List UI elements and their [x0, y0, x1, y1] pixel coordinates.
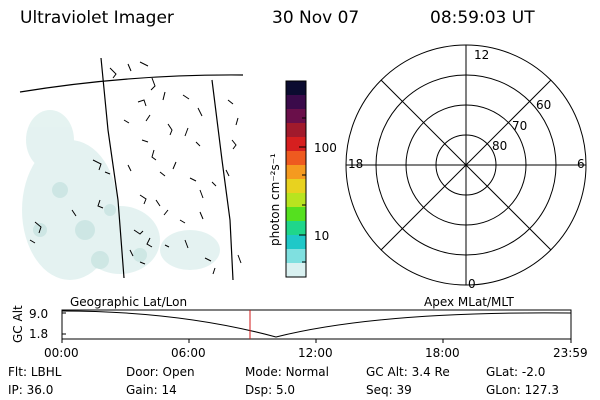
- mlt-label-18: 18: [348, 157, 364, 171]
- mlt-label-12: 12: [474, 48, 490, 62]
- status-filter: Flt: LBHL: [8, 365, 62, 379]
- lat-label-60: 60: [536, 98, 552, 112]
- colorbar-band: [286, 81, 306, 96]
- status-glon: GLon: 127.3: [486, 383, 559, 397]
- colorbar-band: [286, 235, 306, 250]
- geographic-image-panel: [19, 57, 244, 281]
- colorbar-band: [286, 95, 306, 110]
- colorbar-band: [286, 193, 306, 208]
- colorbar-band: [286, 179, 306, 194]
- colorbar-band: [286, 151, 306, 166]
- lat-label-80: 80: [492, 139, 508, 153]
- status-gc-alt: GC Alt: 3.4 Re: [366, 365, 450, 379]
- strip-ylabel: GC Alt: [11, 305, 25, 343]
- strip-left-title: Geographic Lat/Lon: [70, 295, 188, 309]
- strip-xtick-2359: 23:59: [553, 346, 588, 360]
- colorbar-band: [286, 207, 306, 222]
- strip-ytick-top: 9.0: [29, 307, 49, 321]
- altitude-curve: [61, 310, 572, 338]
- colorbar-band: [286, 137, 306, 152]
- limb-line: [19, 74, 244, 93]
- colorbar-tick-10: 10: [314, 229, 330, 243]
- status-door: Door: Open: [126, 365, 195, 379]
- colorbar-band: [286, 165, 306, 180]
- status-seq: Seq: 39: [366, 383, 412, 397]
- colorbar-band: [286, 109, 306, 124]
- strip-right-title: Apex MLat/MLT: [424, 295, 514, 309]
- longitude-line-west: [100, 57, 125, 279]
- time-label: 08:59:03 UT: [430, 8, 535, 28]
- colorbar-tick-100: 100: [314, 141, 337, 155]
- status-mode: Mode: Normal: [245, 365, 329, 379]
- strip-xtick-1200: 12:00: [298, 346, 333, 360]
- colorbar-unit-label: photon cm⁻²s⁻¹: [268, 153, 282, 246]
- polar-plot: [345, 44, 587, 286]
- colorbar-band: [286, 263, 306, 278]
- status-ip: IP: 36.0: [8, 383, 54, 397]
- strip-xtick-0000: 00:00: [44, 346, 79, 360]
- strip-ytick-bottom: 1.8: [29, 327, 49, 341]
- colorbar-band: [286, 123, 306, 138]
- mlt-label-6: 6: [577, 157, 585, 171]
- instrument-title: Ultraviolet Imager: [20, 8, 174, 28]
- auroral-emission: [22, 110, 220, 280]
- lat-label-70: 70: [512, 119, 528, 133]
- strip-xtick-0600: 06:00: [171, 346, 206, 360]
- status-gain: Gain: 14: [126, 383, 177, 397]
- altitude-strip: [61, 309, 572, 343]
- coastline-segments: [29, 61, 242, 275]
- longitude-line-east: [211, 79, 234, 281]
- status-glat: GLat: -2.0: [486, 365, 546, 379]
- status-dsp: Dsp: 5.0: [245, 383, 296, 397]
- mlt-label-0: 0: [468, 277, 476, 291]
- date-label: 30 Nov 07: [272, 8, 360, 28]
- colorbar-band: [286, 249, 306, 264]
- strip-xtick-1800: 18:00: [425, 346, 460, 360]
- colorbar-band: [286, 221, 306, 236]
- colorbar: [285, 80, 307, 278]
